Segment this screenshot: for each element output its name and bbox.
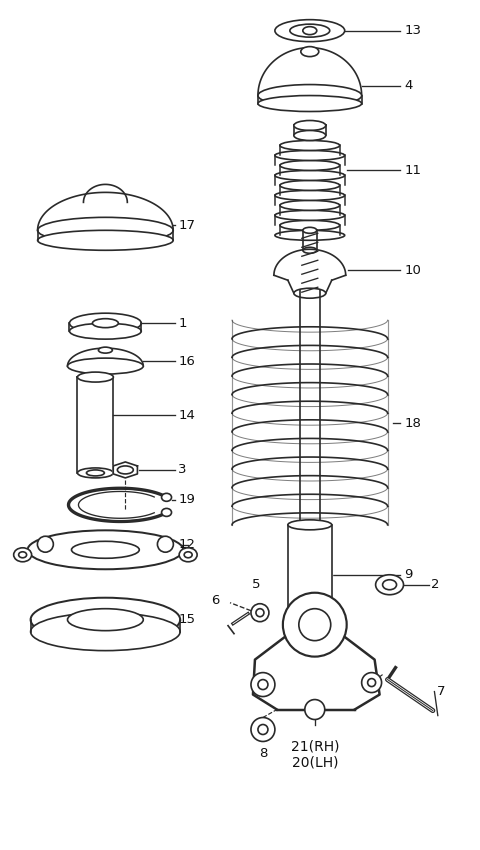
Circle shape [283, 592, 347, 656]
Text: 21(RH)
20(LH): 21(RH) 20(LH) [290, 740, 339, 770]
Text: 12: 12 [178, 538, 195, 552]
Polygon shape [37, 192, 173, 230]
Text: 7: 7 [436, 685, 445, 698]
Circle shape [305, 700, 325, 719]
Ellipse shape [275, 150, 345, 161]
Circle shape [258, 680, 268, 689]
Ellipse shape [70, 313, 141, 333]
Text: 13: 13 [405, 24, 421, 37]
Text: 18: 18 [405, 416, 421, 429]
Ellipse shape [303, 227, 317, 233]
Text: 2: 2 [432, 578, 440, 592]
Ellipse shape [184, 552, 192, 558]
Circle shape [299, 609, 331, 641]
Ellipse shape [275, 190, 345, 201]
Ellipse shape [294, 288, 326, 298]
Ellipse shape [93, 319, 119, 327]
Text: 10: 10 [405, 264, 421, 277]
Ellipse shape [162, 493, 171, 501]
Ellipse shape [275, 230, 345, 241]
Ellipse shape [280, 180, 340, 190]
Ellipse shape [294, 121, 326, 131]
Ellipse shape [77, 372, 113, 382]
Text: 5: 5 [252, 578, 260, 591]
Ellipse shape [280, 140, 340, 150]
Circle shape [258, 724, 268, 734]
Text: 17: 17 [178, 218, 195, 232]
Polygon shape [68, 348, 144, 366]
Ellipse shape [301, 47, 319, 57]
Ellipse shape [258, 84, 361, 106]
Ellipse shape [70, 323, 141, 339]
Ellipse shape [303, 247, 317, 253]
Circle shape [37, 536, 53, 552]
Text: 14: 14 [178, 409, 195, 422]
Ellipse shape [68, 609, 144, 631]
Ellipse shape [162, 508, 171, 517]
Ellipse shape [376, 575, 404, 595]
Text: 6: 6 [211, 593, 219, 607]
Ellipse shape [303, 26, 317, 35]
Ellipse shape [275, 210, 345, 220]
Ellipse shape [179, 547, 197, 562]
Ellipse shape [37, 218, 173, 243]
Ellipse shape [86, 470, 104, 476]
Ellipse shape [13, 547, 32, 562]
Text: 9: 9 [405, 569, 413, 581]
Text: 4: 4 [405, 79, 413, 92]
Ellipse shape [383, 580, 396, 590]
Circle shape [157, 536, 173, 552]
Ellipse shape [288, 620, 332, 630]
Ellipse shape [275, 170, 345, 180]
Polygon shape [274, 249, 346, 275]
Circle shape [256, 609, 264, 617]
Ellipse shape [28, 530, 183, 570]
Ellipse shape [77, 468, 113, 478]
Circle shape [251, 604, 269, 621]
Text: 15: 15 [178, 613, 195, 626]
Circle shape [251, 672, 275, 696]
Ellipse shape [294, 131, 326, 140]
Ellipse shape [31, 613, 180, 650]
Ellipse shape [290, 24, 330, 37]
Ellipse shape [19, 552, 26, 558]
Ellipse shape [37, 230, 173, 250]
Ellipse shape [288, 520, 332, 530]
Ellipse shape [98, 347, 112, 353]
Polygon shape [113, 462, 137, 478]
Ellipse shape [280, 201, 340, 210]
Text: 3: 3 [178, 463, 187, 477]
Circle shape [251, 717, 275, 741]
Text: 1: 1 [178, 317, 187, 330]
Ellipse shape [258, 95, 361, 111]
Ellipse shape [280, 161, 340, 170]
Text: 8: 8 [259, 747, 267, 761]
Ellipse shape [31, 598, 180, 642]
Text: 19: 19 [178, 493, 195, 507]
Circle shape [368, 678, 376, 687]
Ellipse shape [117, 466, 133, 474]
Text: 11: 11 [405, 164, 421, 177]
Ellipse shape [72, 541, 139, 558]
Circle shape [361, 672, 382, 693]
Text: 16: 16 [178, 354, 195, 367]
Ellipse shape [280, 220, 340, 230]
Ellipse shape [68, 358, 144, 374]
Ellipse shape [275, 20, 345, 42]
